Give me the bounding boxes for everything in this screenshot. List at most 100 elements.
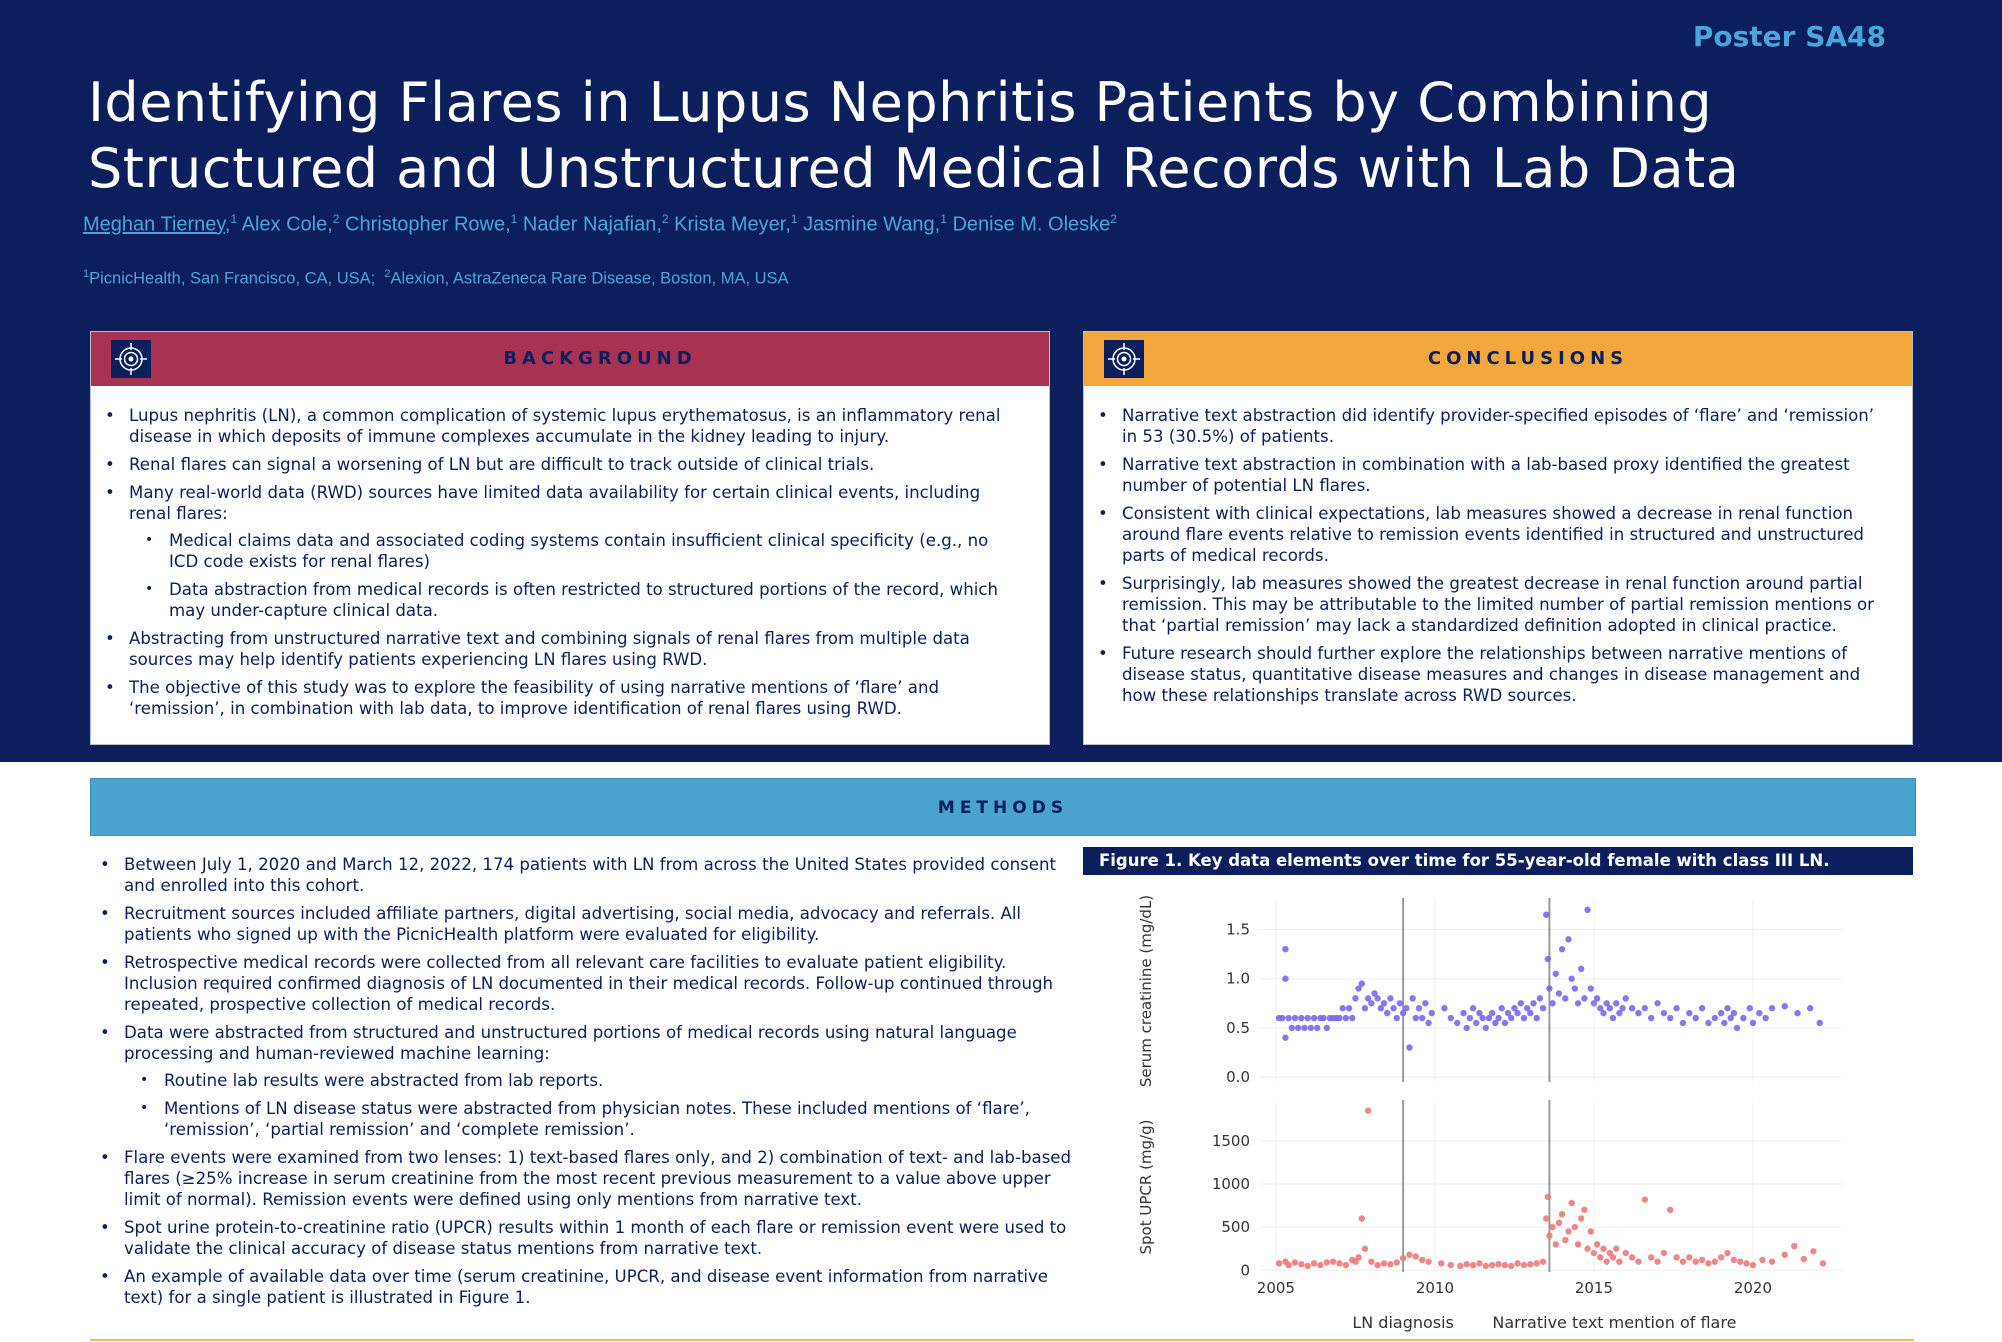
list-item: Future research should further explore t… [1098,643,1888,706]
data-point [1390,1005,1397,1012]
data-point [1768,1005,1776,1012]
list-item: Recruitment sources included affiliate p… [100,903,1080,945]
data-point [1508,1014,1515,1022]
data-point [1336,1260,1343,1267]
data-point [1724,1249,1731,1257]
data-point [1466,1014,1474,1022]
data-point [1730,1256,1738,1264]
legend-ln-diagnosis: LN diagnosis [1352,1313,1454,1332]
y-tick-label: 0.5 [1226,1019,1250,1037]
data-point [1800,1255,1808,1263]
data-point [1380,1260,1388,1267]
data-point [1508,1262,1515,1270]
data-point [1488,1261,1496,1269]
data-point [1558,945,1566,953]
data-point [1384,1009,1391,1017]
author-2: Alex Cole, [241,213,333,236]
data-point [1622,1249,1629,1257]
data-point [1679,1019,1687,1027]
list-item: Spot urine protein-to-creatinine ratio (… [100,1217,1080,1259]
data-point [1307,1024,1315,1032]
data-point [1584,1245,1591,1252]
data-point [1609,1014,1617,1022]
data-point [1501,1261,1509,1269]
list-item: The objective of this study was to explo… [105,677,1020,719]
data-point [1549,1223,1556,1231]
data-point [1571,1223,1579,1231]
data-point [1463,1261,1470,1268]
data-point [1756,1009,1763,1017]
title-line-1: Identifying Flares in Lupus Nephritis Pa… [88,71,1713,134]
affil-1: PicnicHealth, San Francisco, CA, USA; [89,269,376,288]
data-point [1527,1261,1534,1268]
data-point [1619,1005,1626,1012]
y-tick-label: 1000 [1212,1175,1250,1193]
data-point [1418,1014,1426,1022]
data-point [1733,1024,1741,1032]
list-item-text: Many real-world data (RWD) sources have … [129,483,981,523]
x-tick-label: 2005 [1257,1279,1295,1297]
data-point [1425,1258,1432,1265]
data-point [1587,985,1594,992]
data-point [1329,1258,1337,1265]
y-tick-label: 500 [1221,1218,1250,1236]
conclusions-header: CONCLUSIONS [1084,332,1912,386]
data-point [1578,965,1585,973]
data-point [1282,1034,1289,1041]
data-point [1412,1253,1420,1260]
data-point [1460,1009,1467,1017]
data-point [1558,1210,1566,1218]
data-point [1288,1024,1296,1032]
data-point [1810,1248,1817,1255]
author-link-1[interactable]: Meghan Tierney, [83,213,231,236]
data-point [1285,1014,1292,1022]
data-point [1533,1014,1540,1022]
data-point [1781,1003,1788,1010]
data-point [1609,1254,1617,1261]
affil-sup-1: 1 [83,268,90,280]
affiliations: 1PicnicHealth, San Francisco, CA, USA; 2… [83,268,789,289]
data-point [1469,1261,1477,1269]
data-point [1495,1261,1502,1268]
data-point [1603,1258,1610,1265]
data-point [1816,1019,1823,1027]
data-point [1393,1014,1400,1022]
list-item: Abstracting from unstructured narrative … [105,628,1020,670]
data-point [1374,995,1381,1002]
data-point [1520,1014,1528,1022]
data-point [1441,1005,1448,1012]
data-point [1453,1019,1461,1027]
data-point [1364,1107,1372,1114]
data-point [1406,1044,1413,1051]
data-point [1539,1005,1547,1012]
data-point [1568,975,1575,982]
data-point [1679,1258,1687,1265]
data-point [1298,1014,1305,1022]
data-point [1746,1005,1753,1012]
author-3: Christopher Rowe, [345,213,511,236]
data-point [1422,1000,1429,1007]
data-point [1546,1232,1553,1239]
author-affil-2: 2 [332,212,340,226]
data-point [1647,1254,1655,1261]
x-tick-label: 2015 [1575,1279,1613,1297]
data-point [1660,1009,1668,1017]
data-point [1590,1249,1598,1257]
data-point [1447,1014,1455,1022]
affil-2: Alexion, AstraZeneca Rare Disease, Bosto… [390,269,789,288]
author-4: Nader Najafian, [522,213,662,236]
data-point [1635,1258,1642,1265]
data-point [1612,1000,1620,1007]
data-point [1727,1014,1734,1022]
background-panel: BACKGROUND Lupus nephritis (LN), a commo… [90,331,1050,745]
data-point [1304,1262,1311,1270]
data-point [1473,1019,1480,1027]
data-point [1403,1005,1410,1012]
data-point [1759,1256,1766,1264]
y-tick-label: 0.0 [1226,1068,1250,1086]
data-point [1737,1258,1744,1265]
data-point [1409,995,1416,1002]
data-point [1520,1261,1528,1269]
data-point [1511,1005,1518,1012]
data-point [1574,1000,1582,1007]
